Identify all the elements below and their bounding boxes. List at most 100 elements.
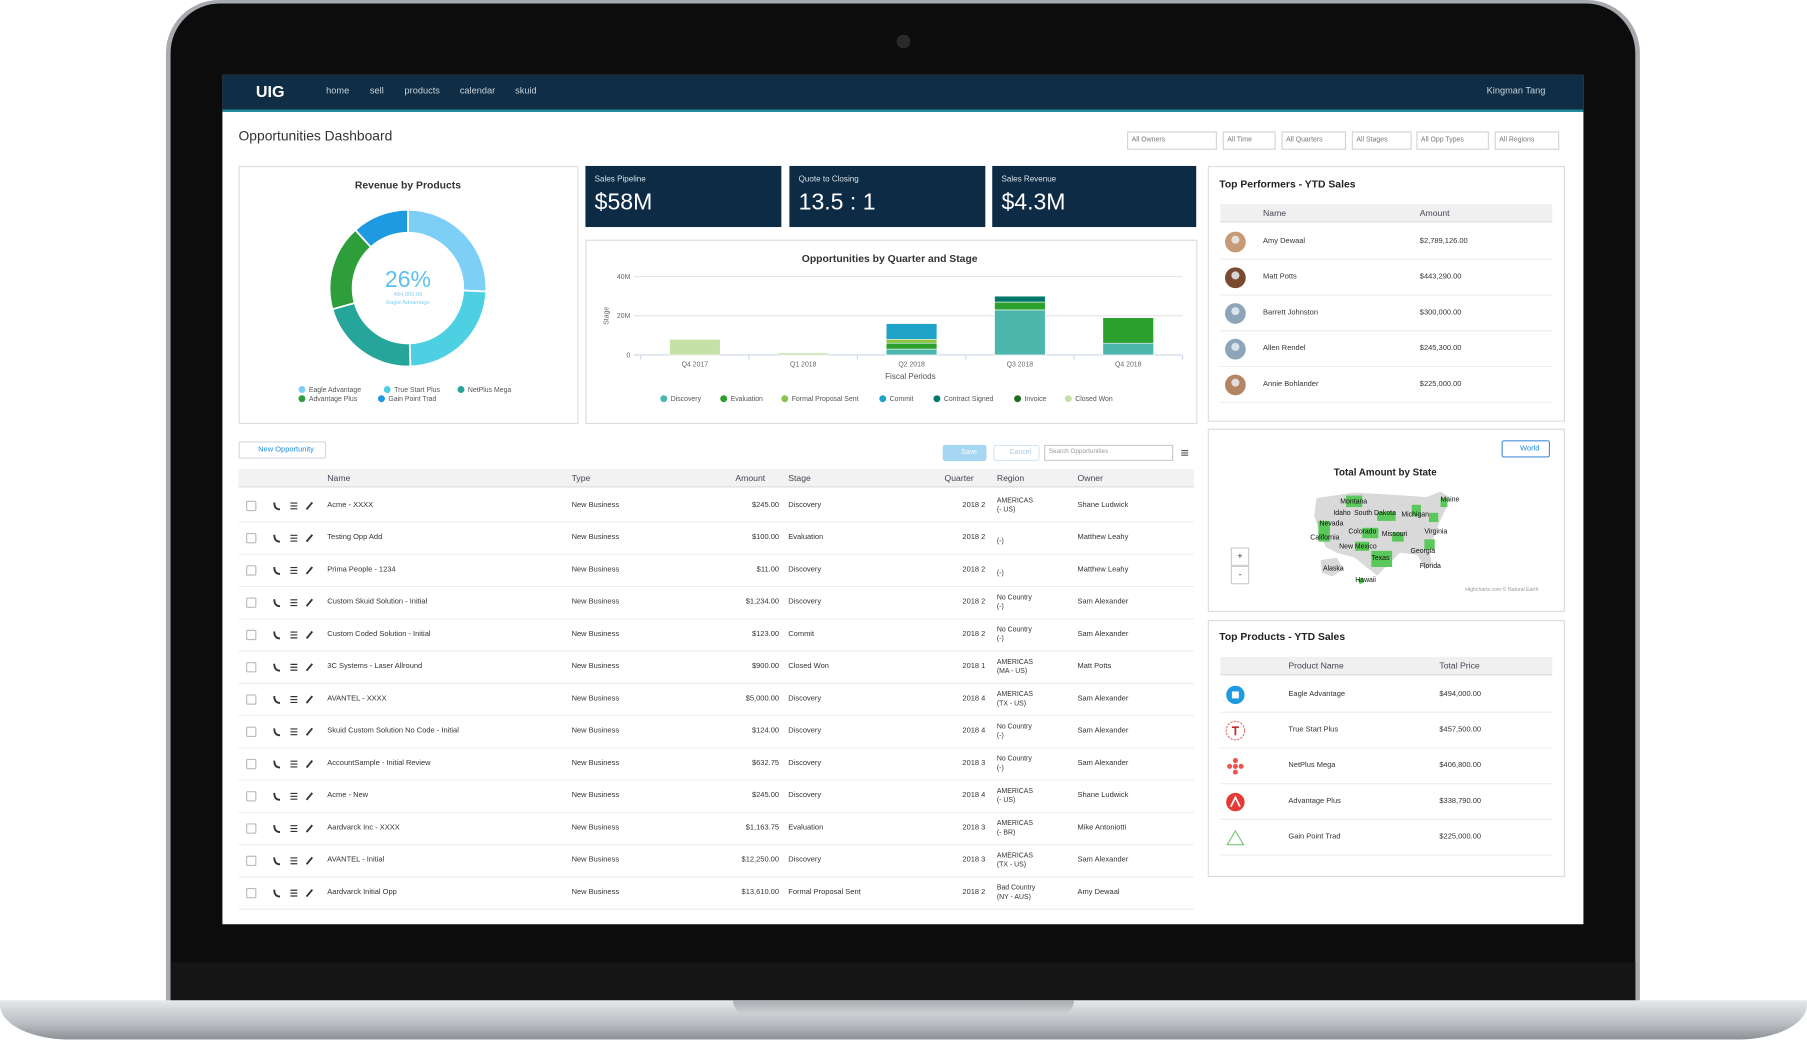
phone-icon xyxy=(273,663,281,672)
filter-icon xyxy=(1181,450,1189,456)
zoom-label: + xyxy=(1237,550,1243,562)
phone-icon xyxy=(273,760,281,769)
cell-region: (-) xyxy=(996,603,1004,611)
avatar-head xyxy=(1231,342,1240,351)
state-label: Georgia xyxy=(1411,548,1436,555)
x-tick-label: Q2 2018 xyxy=(898,361,925,368)
x-tick-label: Q4 2017 xyxy=(682,361,709,368)
avatar-head xyxy=(1231,307,1240,316)
performer-name: Allen Rendel xyxy=(1263,344,1306,353)
camera xyxy=(896,34,911,49)
product-icon xyxy=(1227,763,1233,769)
cell-stage: Discovery xyxy=(788,855,822,865)
cell-region: (NY - AUS) xyxy=(996,894,1031,902)
filter-box[interactable] xyxy=(1281,131,1347,150)
state-label: Hawaii xyxy=(1355,577,1376,584)
chart-title: Revenue by Products xyxy=(354,179,461,191)
cell-type: New Business xyxy=(571,597,620,606)
legend-swatch xyxy=(298,395,306,403)
phone-icon xyxy=(273,502,281,511)
state-highlight xyxy=(1377,511,1396,521)
edit-icon xyxy=(305,566,314,575)
nav-item[interactable]: sell xyxy=(369,85,384,96)
cell-region: (TX - US) xyxy=(996,700,1027,708)
cell-amount: $5,000.00 xyxy=(745,694,780,703)
cell-name: Skuid Custom Solution No Code - Initial xyxy=(327,726,459,735)
checkbox xyxy=(246,662,257,673)
nav-item[interactable]: products xyxy=(404,85,440,96)
user-menu[interactable]: Kingman Tang xyxy=(1486,85,1546,96)
product-name: NetPlus Mega xyxy=(1288,761,1336,770)
checkbox xyxy=(246,532,257,544)
cell-amount: $245.00 xyxy=(751,791,780,800)
cell-amount: $1,234.00 xyxy=(745,597,780,606)
column-header[interactable]: Owner xyxy=(1077,472,1103,484)
nav-item[interactable]: calendar xyxy=(459,85,496,96)
phone-icon xyxy=(273,792,281,801)
checkbox xyxy=(246,597,257,608)
new-opportunity-button[interactable] xyxy=(238,441,327,459)
phone-icon xyxy=(273,599,281,608)
cell-amount: $900.00 xyxy=(751,662,780,671)
column-header[interactable]: Quarter xyxy=(944,472,974,484)
filter-box[interactable] xyxy=(1222,131,1276,150)
state-highlight xyxy=(1346,495,1363,508)
performer-name: Barrett Johnston xyxy=(1263,308,1319,317)
state-label: South Dakota xyxy=(1354,510,1396,517)
filter-box[interactable] xyxy=(1416,131,1489,150)
cell-amount: $1,163.75 xyxy=(745,823,780,832)
column-header[interactable]: Name xyxy=(327,472,351,484)
column-header[interactable]: Amount xyxy=(735,472,766,484)
zoom-button[interactable] xyxy=(1230,565,1250,585)
column-header[interactable]: Type xyxy=(571,472,591,484)
cell-type: New Business xyxy=(571,823,620,832)
filter-box[interactable] xyxy=(1127,131,1217,150)
performer-amount: $443,290.00 xyxy=(1419,272,1462,281)
column-header[interactable]: Region xyxy=(996,472,1025,484)
legend-swatch xyxy=(660,395,668,403)
legend-label: True Start Plus xyxy=(394,387,440,394)
bar-segment xyxy=(669,338,721,356)
filter-label: All Owners xyxy=(1131,137,1166,145)
cell-quarter: 2018 2 xyxy=(962,501,986,510)
cell-owner: Matthew Leahy xyxy=(1077,565,1129,574)
y-axis-label: Stage xyxy=(603,307,610,325)
product-name: Gain Point Trad xyxy=(1288,832,1341,841)
state-label: California xyxy=(1310,534,1339,541)
state-label: Michigan xyxy=(1401,511,1429,518)
product-price: $406,800.00 xyxy=(1439,761,1482,770)
cancel-button[interactable] xyxy=(993,444,1040,461)
product-icon-detail xyxy=(1230,795,1241,808)
phone-icon xyxy=(273,631,281,640)
laptop-notch xyxy=(732,1000,1075,1015)
search-input[interactable] xyxy=(1044,444,1174,461)
save-label: Save xyxy=(961,449,977,457)
cell-owner: Matt Potts xyxy=(1077,662,1112,671)
filter-box[interactable] xyxy=(1494,131,1560,150)
phone-icon xyxy=(273,889,281,898)
edit-icon xyxy=(305,598,314,607)
column-header[interactable]: Stage xyxy=(788,472,811,484)
hawaii xyxy=(1357,577,1365,585)
kpi-tile xyxy=(992,165,1197,228)
product-icon xyxy=(1232,763,1238,769)
x-tick-label: Q1 2018 xyxy=(790,361,817,368)
cell-quarter: 2018 2 xyxy=(962,565,986,574)
cell-name: Acme - XXXX xyxy=(327,501,374,510)
checkbox xyxy=(246,855,257,867)
filter-box[interactable] xyxy=(1351,131,1412,150)
save-button[interactable] xyxy=(942,444,987,461)
cell-region: Bad Country xyxy=(996,885,1036,892)
nav-item[interactable]: home xyxy=(326,85,350,96)
list-icon xyxy=(290,663,298,671)
world-button[interactable] xyxy=(1501,440,1551,458)
donut-slice xyxy=(328,228,373,311)
x-tick-label: Q3 2018 xyxy=(1007,361,1034,368)
state-highlight xyxy=(1429,512,1439,523)
cell-type: New Business xyxy=(571,759,620,768)
cell-quarter: 2018 2 xyxy=(962,888,986,897)
nav-item[interactable]: skuid xyxy=(515,85,537,96)
zoom-button[interactable] xyxy=(1230,547,1250,566)
cell-type: New Business xyxy=(571,791,620,800)
cell-region: (-) xyxy=(996,732,1004,740)
